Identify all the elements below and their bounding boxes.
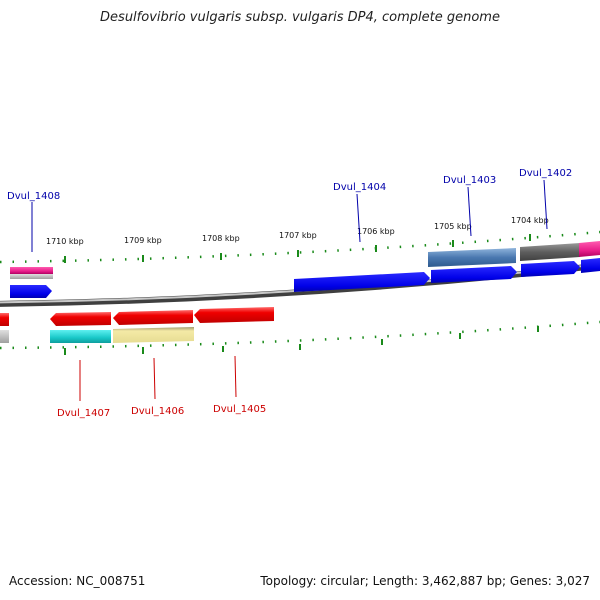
reverse-gene-arrow[interactable] [113,310,193,325]
label-leader-line [234,355,237,398]
pink-feature[interactable] [579,241,600,257]
gene-label[interactable]: Dvul_1402 [519,168,572,179]
major-ticks [64,234,539,355]
forward-gene-arrow[interactable] [294,272,430,292]
gray-feature[interactable] [520,243,580,261]
ruler-label: 1704 kbp [511,216,549,225]
forward-gene-arrow[interactable] [10,285,52,298]
pink-feature[interactable] [10,267,53,274]
reverse-tick-track [0,320,600,350]
ruler-label: 1707 kbp [279,231,317,240]
label-leader-line [467,186,472,237]
steelblue-feature[interactable] [428,248,516,267]
silver-feature[interactable] [10,274,53,279]
gene-label[interactable]: Dvul_1408 [7,191,60,202]
gene-label[interactable]: Dvul_1403 [443,175,496,186]
label-leader-line [356,193,361,243]
ruler-label: 1708 kbp [202,234,240,243]
accession-label: Accession: NC_008751 [9,574,146,588]
reverse-gene-arrow[interactable] [50,312,111,326]
gene-label[interactable]: Dvul_1404 [333,182,386,193]
ruler-label: 1706 kbp [357,227,395,236]
gene-label[interactable]: Dvul_1407 [57,408,110,419]
khaki-feature[interactable] [113,327,194,343]
forward-gene-arrow[interactable] [521,261,580,277]
label-leader-line [543,179,548,230]
cyan-feature[interactable] [50,330,111,343]
label-leader-line [153,357,156,400]
genome-summary: Topology: circular; Length: 3,462,887 bp… [260,574,590,588]
forward-gene-arrow[interactable] [431,266,517,283]
ruler-label: 1709 kbp [124,236,162,245]
reverse-gene-arrow[interactable] [0,313,9,326]
genome-backbone [0,262,600,307]
forward-gene-arrow[interactable] [581,258,600,273]
gene-label[interactable]: Dvul_1405 [213,404,266,415]
gene-label[interactable]: Dvul_1406 [131,406,184,417]
ruler-label: 1710 kbp [46,237,84,246]
genome-title: Desulfovibrio vulgaris subsp. vulgaris D… [100,10,500,25]
ruler-label: 1705 kbp [434,222,472,231]
reverse-gene-arrow[interactable] [194,307,274,323]
forward-tick-track [0,230,600,264]
silver-feature[interactable] [0,330,9,343]
